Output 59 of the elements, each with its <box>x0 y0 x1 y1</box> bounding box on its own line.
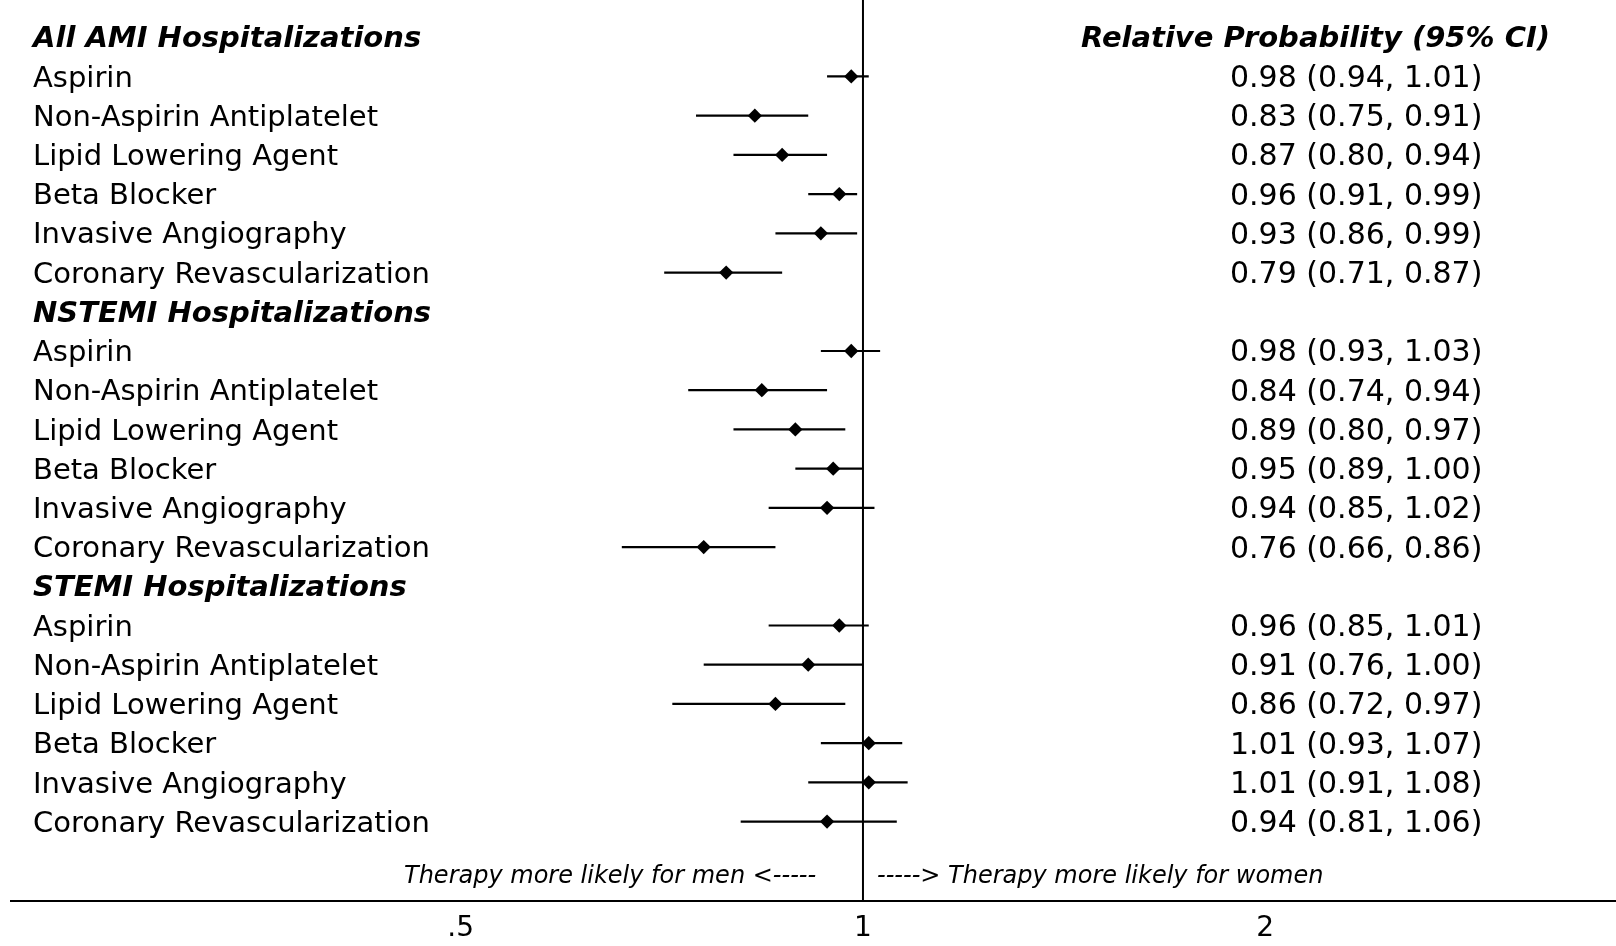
annotation: 0.96 (0.85, 1.01) <box>1230 608 1483 643</box>
y-tick-label: Coronary Revascularization <box>33 530 430 565</box>
point <box>832 186 847 202</box>
annotation: 0.76 (0.66, 0.86) <box>1230 530 1483 565</box>
y-tick-label: Beta Blocker <box>33 726 217 761</box>
y-tick-label: Beta Blocker <box>33 177 217 212</box>
annotation: 0.86 (0.72, 0.97) <box>1230 686 1483 721</box>
y-tick-label: Coronary Revascularization <box>33 804 430 839</box>
annotation: 0.89 (0.80, 0.97) <box>1230 412 1483 447</box>
y-tick-label: Lipid Lowering Agent <box>33 412 339 447</box>
y-tick-label: Aspirin <box>33 59 133 94</box>
annotation: 0.98 (0.94, 1.01) <box>1230 59 1483 94</box>
point <box>826 461 841 476</box>
annotation: 0.83 (0.75, 0.91) <box>1230 98 1483 133</box>
annotation: 0.91 (0.76, 1.00) <box>1230 647 1483 682</box>
point <box>768 696 783 712</box>
y-tick-label: Beta Blocker <box>33 451 217 486</box>
annotation: 0.79 (0.71, 0.87) <box>1230 255 1483 290</box>
y-tick-label: Aspirin <box>33 334 133 369</box>
y-tick-label: Aspirin <box>33 608 133 643</box>
y-tick-label: All AMI Hospitalizations <box>31 20 422 55</box>
point <box>754 383 769 398</box>
annotation: 0.87 (0.80, 0.94) <box>1230 137 1483 172</box>
x-tick-label: 2 <box>1256 909 1275 943</box>
y-tick-label: Lipid Lowering Agent <box>33 687 339 722</box>
y-tick-label: STEMI Hospitalizations <box>33 569 407 604</box>
x-tick-label: .5 <box>447 909 475 943</box>
annotation: 0.84 (0.74, 0.94) <box>1230 373 1483 408</box>
point <box>813 226 829 241</box>
text: -----> Therapy more likely for women <box>877 861 1324 889</box>
annotation: 1.01 (0.93, 1.07) <box>1230 726 1483 761</box>
point <box>819 500 835 515</box>
x-tick-label: 1 <box>854 909 872 943</box>
annotation: 0.93 (0.86, 0.99) <box>1230 216 1483 251</box>
point <box>788 422 803 437</box>
annotation: Relative Probability (95% CI) <box>1081 20 1550 54</box>
y-tick-label: Invasive Angiography <box>33 216 347 251</box>
point <box>747 108 762 123</box>
y-tick-label: Non-Aspirin Antiplatelet <box>33 98 378 133</box>
annotation: 0.95 (0.89, 1.00) <box>1230 451 1483 486</box>
annotation: 1.01 (0.91, 1.08) <box>1230 765 1483 800</box>
y-tick-label: Lipid Lowering Agent <box>33 138 339 173</box>
annotation: 0.94 (0.85, 1.02) <box>1230 490 1483 525</box>
y-tick-label: Invasive Angiography <box>33 490 347 525</box>
point <box>775 147 790 163</box>
annotation: 0.98 (0.93, 1.03) <box>1230 333 1483 368</box>
point <box>819 814 835 829</box>
point <box>844 69 859 84</box>
point <box>844 343 859 359</box>
annotation: 0.94 (0.81, 1.06) <box>1230 804 1483 839</box>
y-tick-label: Non-Aspirin Antiplatelet <box>33 373 378 408</box>
point <box>801 657 816 672</box>
y-tick-label: NSTEMI Hospitalizations <box>33 294 432 329</box>
y-tick-label: Coronary Revascularization <box>33 255 430 290</box>
y-tick-label: Non-Aspirin Antiplatelet <box>33 647 378 682</box>
text: Therapy more likely for men <----- <box>404 861 817 889</box>
y-tick-label: Invasive Angiography <box>33 765 347 800</box>
annotation: 0.96 (0.91, 0.99) <box>1230 177 1483 212</box>
point <box>832 618 847 633</box>
